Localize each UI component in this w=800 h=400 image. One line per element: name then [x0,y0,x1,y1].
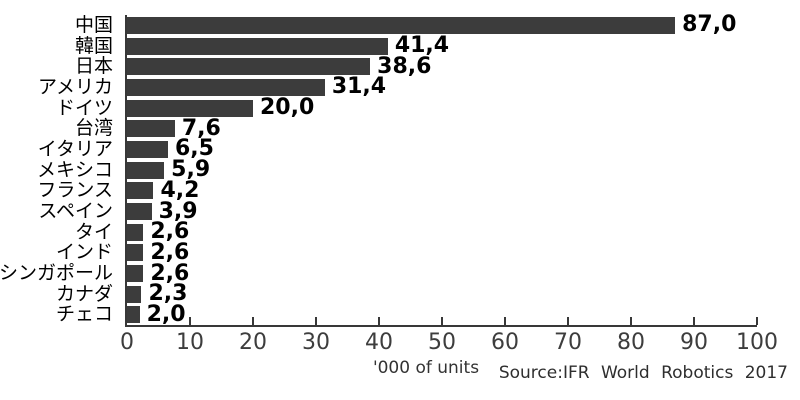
x-tick-label: 60 [491,330,519,355]
bar [127,140,168,158]
x-tick-label: 10 [176,330,204,355]
x-axis-line [125,325,757,327]
value-label: 31,4 [331,74,387,100]
category-label: フランス [37,179,113,202]
bar-track: 20,0 [125,95,760,121]
value-label: 3,9 [158,198,198,224]
x-tick-label: 50 [428,330,456,355]
bar [127,161,165,179]
category-label: 中国 [74,13,113,36]
x-tick-label: 40 [365,330,393,355]
bar-row: シンガポール 2,6 [0,260,760,286]
category-label: インド [55,241,113,264]
value-label: 2,6 [150,239,190,265]
bar-row: 中国 87,0 [0,12,760,38]
value-label: 38,6 [377,53,432,79]
bar [127,182,154,200]
bar-track: 2,6 [125,239,760,265]
bar-row: カナダ 2,3 [0,281,760,307]
bar-track: 2,6 [125,219,760,245]
bar [127,244,144,262]
bar [127,37,388,55]
value-label: 2,3 [148,281,188,307]
value-label: 5,9 [171,157,211,183]
x-tick-label: 100 [736,330,778,355]
category-label: 韓国 [74,34,113,57]
category-label: カナダ [55,282,113,305]
bar-rows: 中国 87,0 韓国 41,4 日本 38,6 アメリカ 31,4 ドイツ 20,0 台湾 7,6 イタ… [0,12,760,327]
bar [127,58,371,76]
value-label: 20,0 [260,95,315,121]
x-tick-label: 90 [680,330,708,355]
bar-track: 38,6 [125,53,760,79]
x-tick-label: 0 [120,330,134,355]
value-label: 41,4 [394,33,450,59]
bar-track: 2,6 [125,260,760,286]
bar [127,265,144,283]
bar-row: アメリカ 31,4 [0,74,760,100]
bar-row: メキシコ 5,9 [0,157,760,183]
category-label: イタリア [37,137,113,160]
bar [127,99,253,117]
value-label: 6,5 [174,136,214,162]
source-caption: Source:IFR World Robotics 2017 [498,363,788,383]
bar-track: 31,4 [125,74,760,100]
bar-row: ドイツ 20,0 [0,95,760,121]
bar-row: スペイン 3,9 [0,198,760,224]
category-label: シンガポール [0,262,113,285]
x-tick-label: 70 [554,330,582,355]
bar [127,16,676,34]
bar-row: フランス 4,2 [0,177,760,203]
value-label: 87,0 [682,12,737,38]
bar-track: 6,5 [125,136,760,162]
bar-row: 韓国 41,4 [0,33,760,59]
x-tick-label: 30 [302,330,330,355]
bar-track: 5,9 [125,157,760,183]
value-label: 2,0 [146,301,186,327]
category-label: アメリカ [37,75,113,98]
value-label: 4,2 [160,177,200,203]
bar [127,306,140,324]
category-label: ドイツ [55,96,113,119]
bar-row: タイ 2,6 [0,219,760,245]
bar-track: 87,0 [125,12,760,38]
category-label: 台湾 [74,117,113,140]
bar [127,285,142,303]
x-tick-label: 80 [617,330,645,355]
category-label: チェコ [55,303,113,326]
category-label: スペイン [38,200,113,223]
bar-row: 台湾 7,6 [0,115,760,141]
value-label: 7,6 [181,115,221,141]
bar-row: 日本 38,6 [0,53,760,79]
bar-track: 3,9 [125,198,760,224]
bar-track: 2,0 [125,301,760,327]
bar [127,223,144,241]
bar [127,78,325,96]
category-label: 日本 [74,55,113,78]
category-label: タイ [74,220,113,243]
bar-track: 2,3 [125,281,760,307]
x-tick-label: 20 [239,330,267,355]
bar-track: 7,6 [125,115,760,141]
value-label: 2,6 [150,219,190,245]
bar [127,120,175,138]
bar-track: 4,2 [125,177,760,203]
bar-track: 41,4 [125,33,760,59]
x-axis-label: '000 of units [372,358,480,378]
bar-row: チェコ 2,0 [0,301,760,327]
value-label: 2,6 [150,260,190,286]
bar-row: イタリア 6,5 [0,136,760,162]
bar [127,203,152,221]
category-label: メキシコ [36,158,113,181]
bar-row: インド 2,6 [0,239,760,265]
